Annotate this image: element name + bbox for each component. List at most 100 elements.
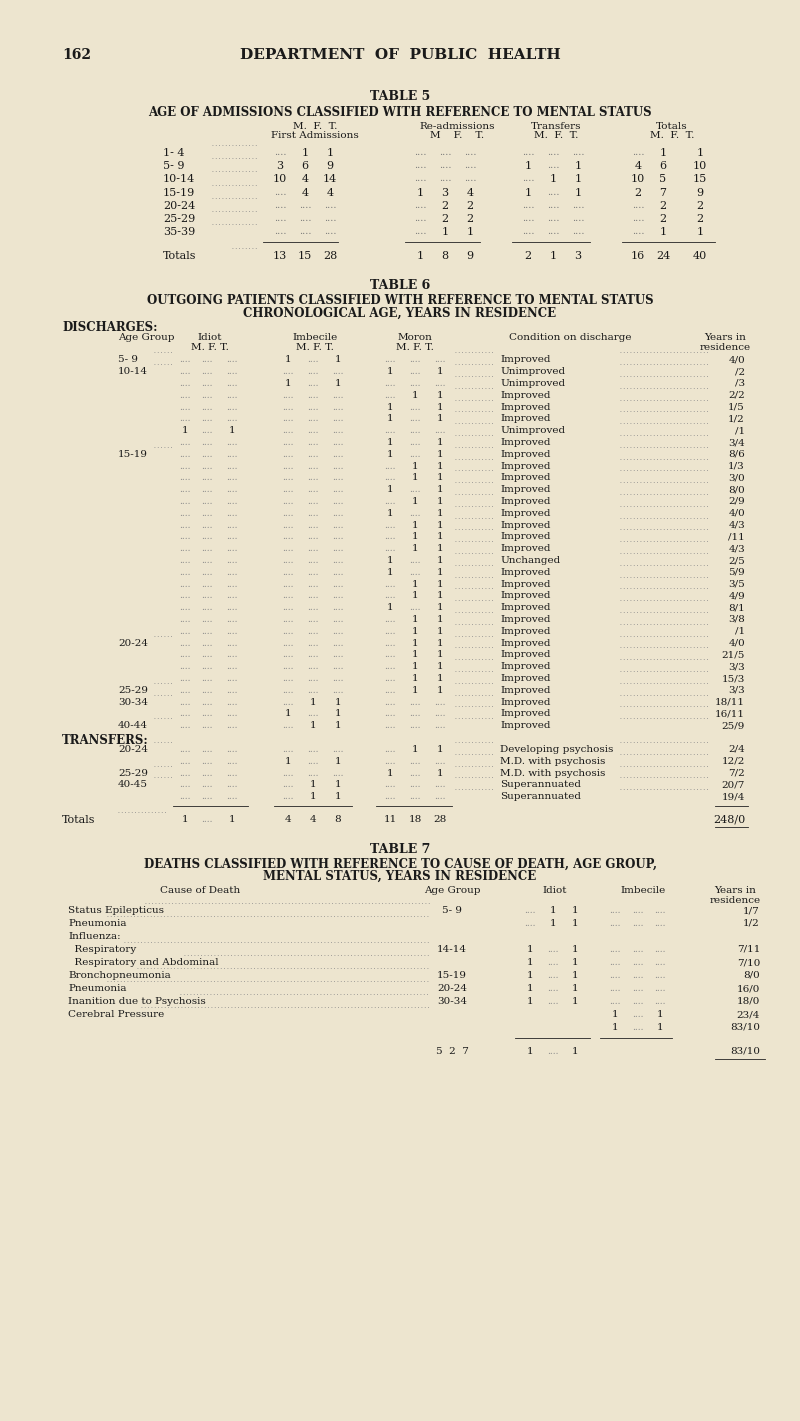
Text: ....: .... (307, 391, 318, 399)
Text: 1: 1 (285, 379, 291, 388)
Text: 1: 1 (412, 473, 418, 482)
Text: ....: .... (179, 662, 190, 671)
Text: ....: .... (307, 473, 318, 482)
Text: 1: 1 (386, 367, 394, 377)
Text: 1: 1 (437, 367, 443, 377)
Text: ....: .... (547, 1047, 558, 1056)
Text: ....: .... (384, 426, 396, 435)
Text: 5- 9: 5- 9 (442, 907, 462, 915)
Text: ....: .... (332, 627, 344, 635)
Text: Improved: Improved (500, 473, 550, 482)
Text: Totals: Totals (656, 122, 688, 131)
Text: ....: .... (202, 533, 213, 541)
Text: ....: .... (179, 580, 190, 588)
Text: 1: 1 (412, 544, 418, 553)
Text: 7/10: 7/10 (737, 958, 760, 968)
Text: M.D. with psychosis: M.D. with psychosis (500, 757, 606, 766)
Text: Improved: Improved (500, 698, 550, 706)
Text: ....: .... (332, 651, 344, 659)
Text: ....: .... (282, 686, 294, 695)
Text: 1: 1 (437, 638, 443, 648)
Text: ....: .... (384, 591, 396, 601)
Text: ....: .... (307, 757, 318, 766)
Text: 2/5: 2/5 (728, 556, 745, 566)
Text: ....: .... (384, 533, 396, 541)
Text: Improved: Improved (500, 415, 550, 423)
Text: 1: 1 (526, 983, 534, 993)
Text: ....: .... (179, 450, 190, 459)
Text: ....: .... (384, 391, 396, 399)
Text: TRANSFERS:: TRANSFERS: (62, 735, 149, 747)
Text: 2: 2 (442, 215, 449, 225)
Text: ....: .... (410, 379, 421, 388)
Text: ....: .... (226, 757, 238, 766)
Text: ....: .... (202, 591, 213, 601)
Text: 1: 1 (466, 227, 474, 237)
Text: 1: 1 (574, 161, 582, 171)
Text: ....: .... (522, 215, 534, 223)
Text: 15/3: 15/3 (722, 674, 745, 684)
Text: ....: .... (274, 148, 286, 156)
Text: DEPARTMENT  OF  PUBLIC  HEALTH: DEPARTMENT OF PUBLIC HEALTH (240, 48, 560, 63)
Text: 1: 1 (386, 603, 394, 612)
Text: ....: .... (202, 544, 213, 553)
Text: 20-24: 20-24 (118, 638, 148, 648)
Text: 30-34: 30-34 (437, 998, 467, 1006)
Text: ....: .... (179, 497, 190, 506)
Text: 1: 1 (229, 816, 235, 824)
Text: ....: .... (202, 757, 213, 766)
Text: ....: .... (332, 497, 344, 506)
Text: 1: 1 (412, 674, 418, 684)
Text: Cause of Death: Cause of Death (160, 887, 240, 895)
Text: ....: .... (226, 450, 238, 459)
Text: ....: .... (179, 780, 190, 790)
Text: 1: 1 (574, 175, 582, 185)
Text: /2: /2 (735, 367, 745, 377)
Text: 1: 1 (412, 591, 418, 601)
Text: ....: .... (282, 722, 294, 730)
Text: ....: .... (332, 580, 344, 588)
Text: 1: 1 (182, 426, 188, 435)
Text: Improved: Improved (500, 662, 550, 671)
Text: ....: .... (307, 568, 318, 577)
Text: ....: .... (332, 450, 344, 459)
Text: ....: .... (632, 983, 644, 993)
Text: 1: 1 (437, 391, 443, 399)
Text: 1: 1 (526, 945, 534, 953)
Text: 1- 4: 1- 4 (163, 148, 185, 158)
Text: 3/5: 3/5 (728, 580, 745, 588)
Text: ....: .... (282, 580, 294, 588)
Text: ....: .... (384, 355, 396, 364)
Text: M. F. T.: M. F. T. (396, 344, 434, 352)
Text: 20/7: 20/7 (722, 780, 745, 790)
Text: ....: .... (654, 907, 666, 915)
Text: 3/0: 3/0 (728, 473, 745, 482)
Text: ....: .... (202, 379, 213, 388)
Text: 1: 1 (437, 580, 443, 588)
Text: ....: .... (572, 200, 584, 210)
Text: 5- 9: 5- 9 (163, 161, 185, 171)
Text: Improved: Improved (500, 638, 550, 648)
Text: Improved: Improved (500, 686, 550, 695)
Text: Moron: Moron (398, 334, 433, 342)
Text: ....: .... (384, 757, 396, 766)
Text: 1: 1 (386, 485, 394, 495)
Text: Totals: Totals (62, 816, 95, 826)
Text: 4: 4 (310, 816, 316, 824)
Text: ....: .... (226, 533, 238, 541)
Text: Bronchopneumonia: Bronchopneumonia (68, 971, 170, 980)
Text: 35-39: 35-39 (163, 227, 195, 237)
Text: 10-14: 10-14 (163, 175, 195, 185)
Text: 1: 1 (572, 998, 578, 1006)
Text: ....: .... (307, 544, 318, 553)
Text: 1: 1 (334, 791, 342, 801)
Text: 1: 1 (572, 971, 578, 980)
Text: ....: .... (610, 919, 621, 928)
Text: 30-34: 30-34 (118, 698, 148, 706)
Text: ....: .... (410, 509, 421, 517)
Text: 4: 4 (285, 816, 291, 824)
Text: 3/4: 3/4 (728, 438, 745, 448)
Text: ....: .... (307, 355, 318, 364)
Text: ....: .... (546, 161, 559, 171)
Text: ....: .... (546, 188, 559, 196)
